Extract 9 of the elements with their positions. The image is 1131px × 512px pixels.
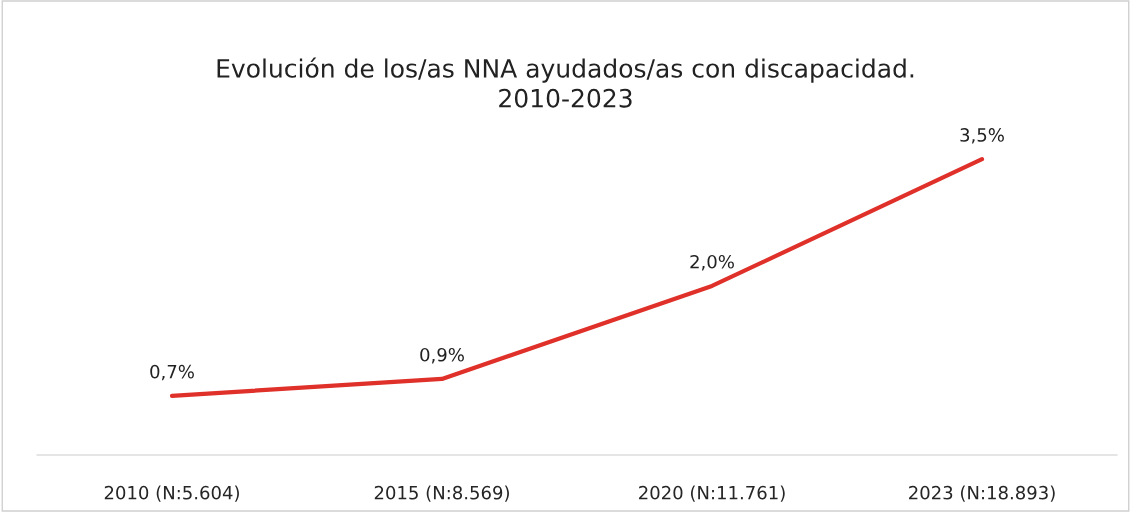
- x-tick-label: 2015 (N:8.569): [374, 485, 509, 502]
- x-tick-label: 2010 (N:5.604): [104, 485, 239, 502]
- data-label: 0,7%: [150, 364, 194, 381]
- x-tick-label: 2023 (N:18.893): [909, 485, 1055, 502]
- data-label: 3,5%: [960, 128, 1004, 144]
- data-label: 2,0%: [690, 254, 734, 271]
- chart-title: Evolución de los/as NNA ayudados/as con discapacidad. 2010-2023: [217, 57, 914, 108]
- x-tick-label: 2020 (N:11.761): [639, 485, 785, 502]
- data-label: 0,9%: [420, 347, 464, 364]
